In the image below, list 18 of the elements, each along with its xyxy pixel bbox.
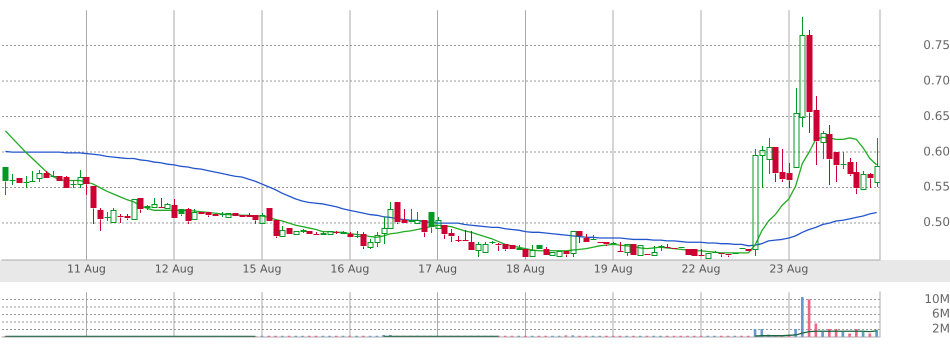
x-tick-label: 11 Aug [66,262,106,276]
y-tick-label: 0.65 [923,108,950,123]
x-tick-label: 18 Aug [506,262,545,276]
x-tick-label: 17 Aug [418,262,458,276]
x-tick-label: 22 Aug [682,262,721,276]
y-tick-label: 2M [932,321,950,336]
y-tick-label: 0.75 [923,38,950,52]
y-tick-label: 10M [924,292,950,306]
x-tick-label: 12 Aug [154,262,194,276]
x-tick-label: 16 Aug [330,262,370,276]
y-tick-label: 0.70 [923,73,950,88]
x-tick-label: 15 Aug [242,262,282,276]
x-tick-label: 23 Aug [769,262,808,276]
y-tick-label: 6M [932,306,950,321]
y-tick-label: 0.50 [923,215,950,230]
x-tick-label: 19 Aug [594,262,633,276]
y-tick-label: 0.60 [923,144,950,158]
y-tick-label: 0.55 [923,180,950,194]
